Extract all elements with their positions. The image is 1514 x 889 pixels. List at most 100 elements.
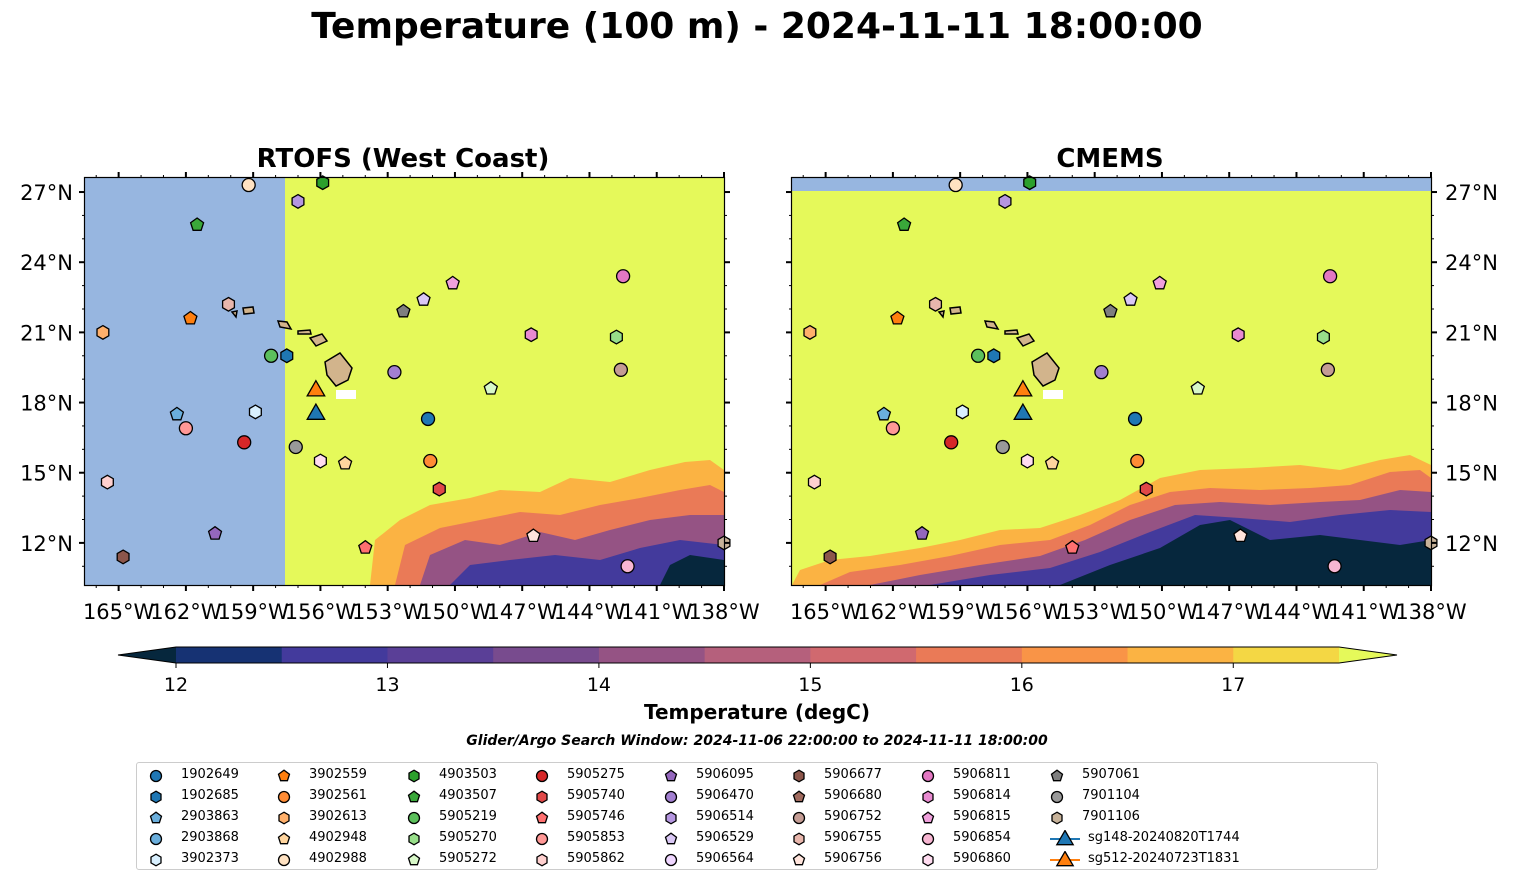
- legend-label: 3902613: [309, 809, 367, 824]
- colorbar-segment: [810, 647, 917, 663]
- float-5906814: [1231, 327, 1245, 343]
- legend-marker: [792, 790, 806, 803]
- gap-strip: [336, 390, 356, 399]
- float-5905272: [1190, 380, 1206, 395]
- legend-symbol: [277, 769, 291, 782]
- float-5905740: [1139, 481, 1153, 497]
- colorbar-segment: [1127, 647, 1234, 663]
- legend-label: 5905275: [567, 767, 625, 782]
- legend-marker: [536, 790, 548, 804]
- legend-symbol: [793, 769, 805, 783]
- colorbar-segment: [281, 647, 388, 663]
- legend-marker: [407, 811, 421, 825]
- island-big-island: [1031, 352, 1060, 387]
- lat-tick-label: 12°N: [20, 532, 73, 556]
- island-molokai: [297, 329, 312, 335]
- legend-symbol: [536, 853, 548, 867]
- float-3902561: [1130, 453, 1145, 469]
- legend-label: 7901106: [1082, 809, 1140, 824]
- legend-marker: [1050, 830, 1080, 846]
- float-1902685: [987, 348, 1001, 364]
- float-5906470: [387, 364, 402, 380]
- float-5905853: [178, 421, 194, 436]
- legend-label: 5906814: [953, 788, 1011, 803]
- island-oahu: [983, 320, 1000, 331]
- glider-sg512-20240723T1831: [1013, 379, 1033, 397]
- legend-symbol: [407, 853, 421, 866]
- legend-label: 5906677: [824, 767, 882, 782]
- legend-symbol: [1050, 790, 1064, 804]
- glider-sg148-20240820T1744: [306, 402, 326, 420]
- lat-tick-label: 21°N: [20, 321, 73, 345]
- lon-tick-label: 138°W: [1395, 600, 1467, 624]
- axis-ticks-rtofs: 27°N24°N21°N18°N15°N12°N165°W162°W159°W1…: [20, 172, 760, 624]
- legend-marker: [793, 832, 805, 846]
- colorbar: 12 13 14 15 16 17 Temperature (degC): [117, 646, 1398, 724]
- legend-marker: [922, 853, 934, 867]
- legend-marker: [277, 790, 291, 804]
- legend-label: 5906815: [953, 809, 1011, 824]
- float-5906811: [1322, 269, 1338, 284]
- lon-tick-label: 150°W: [1126, 600, 1198, 624]
- colorbar-tick-label: 16: [1010, 674, 1034, 696]
- legend-symbol: [149, 769, 163, 783]
- lon-tick-label: 159°W: [217, 600, 289, 624]
- float-5906854: [620, 559, 635, 574]
- float-5906514: [998, 193, 1012, 209]
- colorbar-segment: [704, 647, 811, 663]
- temperature-field-cmems: [792, 178, 1431, 585]
- float-2903863: [169, 406, 185, 421]
- legend-marker: [535, 769, 549, 783]
- legend-marker: [277, 769, 291, 782]
- lon-tick-label: 141°W: [621, 600, 693, 624]
- legend-marker: [792, 811, 806, 825]
- plot-frame-cmems: [790, 176, 1433, 587]
- lon-tick-label: 147°W: [1194, 600, 1266, 624]
- float-5906752: [1320, 362, 1336, 377]
- legend-label: 3902373: [181, 851, 239, 866]
- legend-symbol: [1055, 830, 1075, 846]
- float-3902613: [96, 324, 110, 340]
- float-5905275: [237, 435, 252, 450]
- float-7901104: [995, 439, 1010, 455]
- island-big-island: [324, 352, 353, 387]
- float-5906095: [207, 525, 223, 540]
- legend-marker: [407, 790, 421, 803]
- colorbar-segment: [1233, 647, 1340, 663]
- legend-label: 5906854: [953, 830, 1011, 845]
- float-4903503: [1023, 175, 1037, 191]
- float-5905746: [1065, 539, 1080, 554]
- search-window-caption: Glider/Argo Search Window: 2024-11-06 22…: [466, 733, 1048, 749]
- float-4903507: [896, 217, 912, 231]
- lon-tick-label: 165°W: [83, 600, 155, 624]
- float-5905853: [885, 421, 901, 436]
- legend-marker: [277, 853, 291, 867]
- legend-symbol: [407, 811, 421, 825]
- legend-label: 5905853: [567, 830, 625, 845]
- float-1902649: [1127, 411, 1143, 427]
- legend-symbol: [922, 853, 934, 867]
- legend-symbol: [793, 832, 805, 846]
- lat-tick-label: 21°N: [1445, 321, 1498, 345]
- float-4903507: [189, 217, 205, 231]
- legend-marker: [150, 790, 162, 804]
- float-5906677: [116, 549, 130, 565]
- island-kauai: [949, 306, 962, 315]
- legend-symbol: [277, 832, 291, 845]
- legend-symbol: [149, 811, 163, 824]
- legend-label: 5906680: [824, 788, 882, 803]
- legend-marker: [149, 769, 163, 783]
- float-5906860: [313, 453, 327, 469]
- colorbar-label: Temperature (degC): [644, 700, 870, 724]
- masked-strip: [792, 178, 1431, 191]
- cold-contour-band-4: [450, 540, 724, 585]
- legend-symbol: [792, 811, 806, 825]
- legend-marker: [1050, 851, 1080, 867]
- colorbar-tick-label: 15: [798, 674, 822, 696]
- lon-tick-label: 156°W: [285, 600, 357, 624]
- masked-region: [85, 178, 285, 585]
- legend-marker: [149, 811, 163, 824]
- legend-symbol: [1051, 811, 1063, 825]
- legend-label: sg512-20240723T1831: [1088, 851, 1240, 866]
- legend-label: 5905272: [439, 851, 497, 866]
